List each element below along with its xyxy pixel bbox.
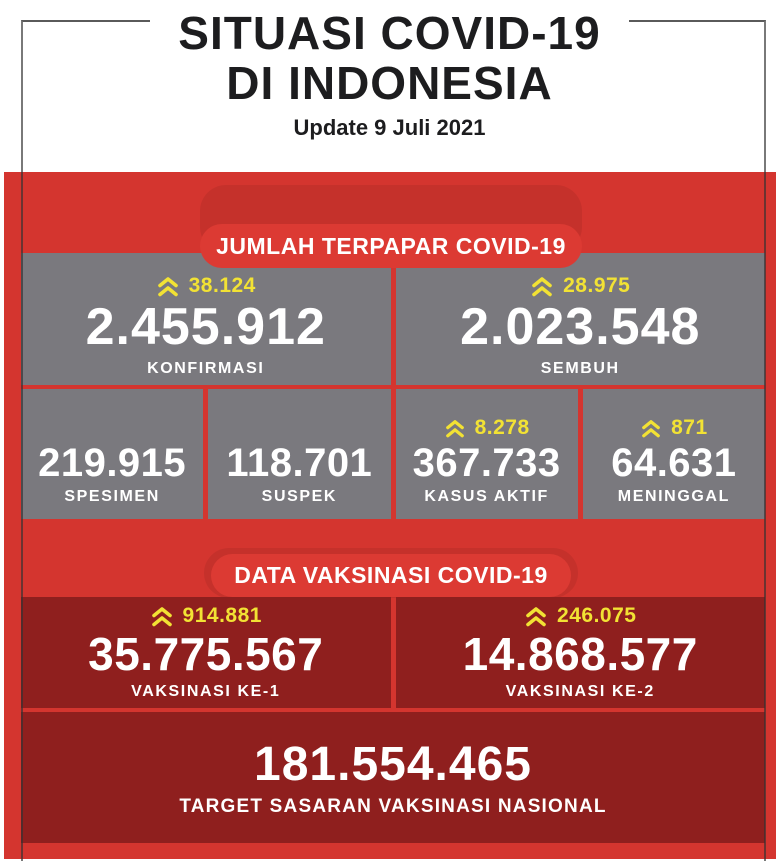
stat-label: KONFIRMASI — [147, 359, 265, 377]
stat-card-target-vaksinasi: 181.554.465 TARGET SASARAN VAKSINASI NAS… — [21, 712, 765, 843]
double-chevron-up-icon — [524, 606, 548, 627]
stat-value: 118.701 — [226, 441, 373, 485]
delta-row: 8.278 — [444, 416, 530, 440]
stat-value: 367.733 — [412, 441, 561, 485]
stat-label: SPESIMEN — [64, 488, 160, 505]
section-header-exposure: JUMLAH TERPAPAR COVID-19 — [200, 224, 582, 268]
stat-label: SEMBUH — [540, 359, 620, 377]
stat-value: 35.775.567 — [88, 628, 324, 681]
title-line-1: SITUASI COVID-19 — [178, 7, 601, 59]
stat-card-konfirmasi: 38.124 2.455.912 KONFIRMASI — [21, 253, 391, 385]
title-line-2: DI INDONESIA — [226, 56, 553, 109]
stat-card-kasus-aktif: 8.278 367.733 KASUS AKTIF — [395, 389, 578, 519]
stat-label: MENINGGAL — [617, 488, 730, 505]
delta-row: 246.075 — [524, 604, 636, 628]
delta-value: 38.124 — [188, 274, 256, 298]
header: SITUASI COVID-19 DI INDONESIA Update 9 Ju… — [0, 0, 779, 141]
stat-label: SUSPEK — [261, 488, 338, 505]
double-chevron-up-icon — [444, 419, 466, 438]
stat-card-sembuh: 28.975 2.023.548 SEMBUH — [395, 253, 765, 385]
vaccination-row: 914.881 35.775.567 VAKSINASI KE-1 246.07… — [21, 597, 765, 708]
stat-value: 64.631 — [611, 441, 737, 485]
delta-row: 914.881 — [150, 604, 262, 628]
page-title: SITUASI COVID-19 DI INDONESIA — [150, 7, 629, 109]
double-chevron-up-icon — [640, 419, 662, 438]
stat-value: 219.915 — [38, 441, 187, 485]
delta-value: 8.278 — [474, 416, 530, 439]
update-date: Update 9 Juli 2021 — [293, 115, 486, 141]
stat-value: 14.868.577 — [462, 628, 698, 681]
double-chevron-up-icon — [150, 606, 174, 627]
exposure-row-2: 219.915 SPESIMEN 118.701 SUSPEK 8.278 36… — [21, 389, 765, 519]
delta-row: 38.124 — [156, 274, 256, 298]
stat-value: 2.455.912 — [85, 298, 326, 357]
main-red-panel: JUMLAH TERPAPAR COVID-19 38.124 2.455.91… — [4, 172, 776, 859]
stat-card-meninggal: 871 64.631 MENINGGAL — [582, 389, 765, 519]
stat-card-vaksinasi-ke-1: 914.881 35.775.567 VAKSINASI KE-1 — [21, 597, 391, 708]
double-chevron-up-icon — [156, 276, 180, 297]
delta-row: 28.975 — [530, 274, 630, 298]
delta-value: 28.975 — [563, 274, 631, 298]
delta-value: 246.075 — [557, 604, 637, 628]
stat-value: 2.023.548 — [460, 298, 701, 357]
delta-value: 871 — [671, 416, 708, 439]
stat-card-vaksinasi-ke-2: 246.075 14.868.577 VAKSINASI KE-2 — [395, 597, 765, 708]
section-header-vaccination: DATA VAKSINASI COVID-19 — [211, 554, 571, 597]
exposure-row-1: 38.124 2.455.912 KONFIRMASI 28.975 2.023… — [21, 253, 765, 385]
stat-card-suspek: 118.701 SUSPEK — [208, 389, 391, 519]
stat-label: TARGET SASARAN VAKSINASI NASIONAL — [179, 796, 607, 818]
stat-label: KASUS AKTIF — [424, 488, 549, 505]
stat-label: VAKSINASI KE-1 — [131, 682, 281, 700]
stat-value: 181.554.465 — [254, 737, 532, 791]
stat-card-spesimen: 219.915 SPESIMEN — [21, 389, 204, 519]
stat-label: VAKSINASI KE-2 — [505, 682, 655, 700]
delta-value: 914.881 — [182, 604, 262, 628]
delta-row: 871 — [640, 416, 708, 440]
double-chevron-up-icon — [530, 276, 554, 297]
